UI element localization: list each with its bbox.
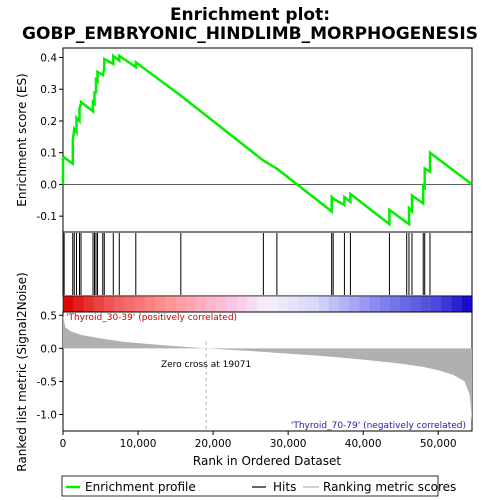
colorbar-segment (195, 296, 207, 312)
colorbar-segment (257, 296, 269, 312)
es-ytick-label: 0.3 (40, 84, 57, 96)
colorbar-segment (165, 296, 177, 312)
x-tick-label: 30,000 (270, 438, 307, 450)
es-ytick-label: 0.1 (40, 148, 57, 160)
rank-ytick-label: -0.5 (37, 376, 58, 388)
colorbar-segment (93, 296, 105, 312)
colorbar-segment (236, 296, 248, 312)
colorbar-segment (420, 296, 432, 312)
colorbar-segment (206, 296, 217, 312)
legend: Enrichment profile Hits Ranking metric s… (61, 475, 456, 497)
es-ytick-label: 0.4 (40, 53, 57, 65)
legend-enrichment-label: Enrichment profile (85, 480, 196, 494)
ranking-axis-label: Ranked list metric (Signal2Noise) (15, 272, 29, 471)
colorbar-segment (175, 296, 187, 312)
colorbar-segment (298, 296, 309, 312)
x-tick-label: 40,000 (345, 438, 382, 450)
figure-title-line2: GOBP_EMBRYONIC_HINDLIMB_MORPHOGENESIS (22, 24, 478, 44)
colorbar-segment (431, 296, 442, 312)
rank-ytick-label: 0.0 (40, 343, 57, 355)
rank-colorbar (62, 295, 473, 313)
colorbar-segment (287, 296, 299, 312)
legend-ranking-label: Ranking metric scores (323, 480, 456, 494)
colorbar-segment (308, 296, 320, 312)
x-tick-label: 20,000 (195, 438, 232, 450)
positive-label: 'Thyroid_30-39' (positively correlated) (66, 313, 237, 323)
colorbar-segment (216, 296, 228, 312)
colorbar-segment (369, 296, 381, 312)
colorbar-segment (410, 296, 422, 312)
colorbar-segment (226, 296, 238, 312)
colorbar-segment (63, 296, 74, 312)
negative-label: 'Thyroid_70-79' (negatively correlated) (291, 421, 466, 431)
enrichment-score-panel: -0.1 0.0 0.1 0.2 0.3 0.4 Enrichment score (ES… (15, 47, 473, 233)
colorbar-segment (134, 296, 146, 312)
colorbar-segment (247, 296, 258, 312)
colorbar-segment (103, 296, 115, 312)
colorbar-segment (328, 296, 340, 312)
colorbar-segment (359, 296, 371, 312)
x-tick-label: 10,000 (120, 438, 157, 450)
zero-cross-label: Zero cross at 19071 (161, 360, 251, 370)
rank-ytick-label: -1.0 (37, 409, 58, 421)
colorbar-segment (114, 296, 125, 312)
colorbar-segment (390, 296, 402, 312)
es-ytick-label: 0.2 (40, 116, 57, 128)
colorbar-segment (339, 296, 350, 312)
figure-title-line1: Enrichment plot: (170, 5, 330, 25)
es-axis-label: Enrichment score (ES) (15, 73, 29, 206)
legend-hits-label: Hits (273, 480, 296, 494)
colorbar-segment (400, 296, 412, 312)
enrichment-profile-line (61, 53, 473, 227)
colorbar-segment (144, 296, 156, 312)
colorbar-segment (277, 296, 289, 312)
colorbar-segment (441, 296, 453, 312)
colorbar-segment (73, 296, 85, 312)
colorbar-segment (83, 296, 95, 312)
colorbar-segment (124, 296, 136, 312)
colorbar-segment (379, 296, 391, 312)
colorbar-segment (461, 296, 473, 312)
ranking-metric-panel: Zero cross at 19071 'Thyroid_30-39' (pos… (15, 272, 473, 472)
x-tick-label: 50,000 (420, 438, 457, 450)
colorbar-segment (451, 296, 463, 312)
colorbar-segment (318, 296, 330, 312)
es-ytick-label: 0.0 (40, 179, 57, 191)
x-tick-label: 0 (60, 438, 67, 450)
colorbar-segment (185, 296, 197, 312)
colorbar-segment (155, 296, 166, 312)
colorbar-segment (267, 296, 279, 312)
x-axis-label: Rank in Ordered Dataset (193, 454, 341, 468)
hits-panel (62, 231, 473, 297)
rank-ytick-label: 0.5 (40, 310, 57, 322)
es-ytick-label: -0.1 (37, 211, 58, 223)
colorbar-segment (349, 296, 361, 312)
